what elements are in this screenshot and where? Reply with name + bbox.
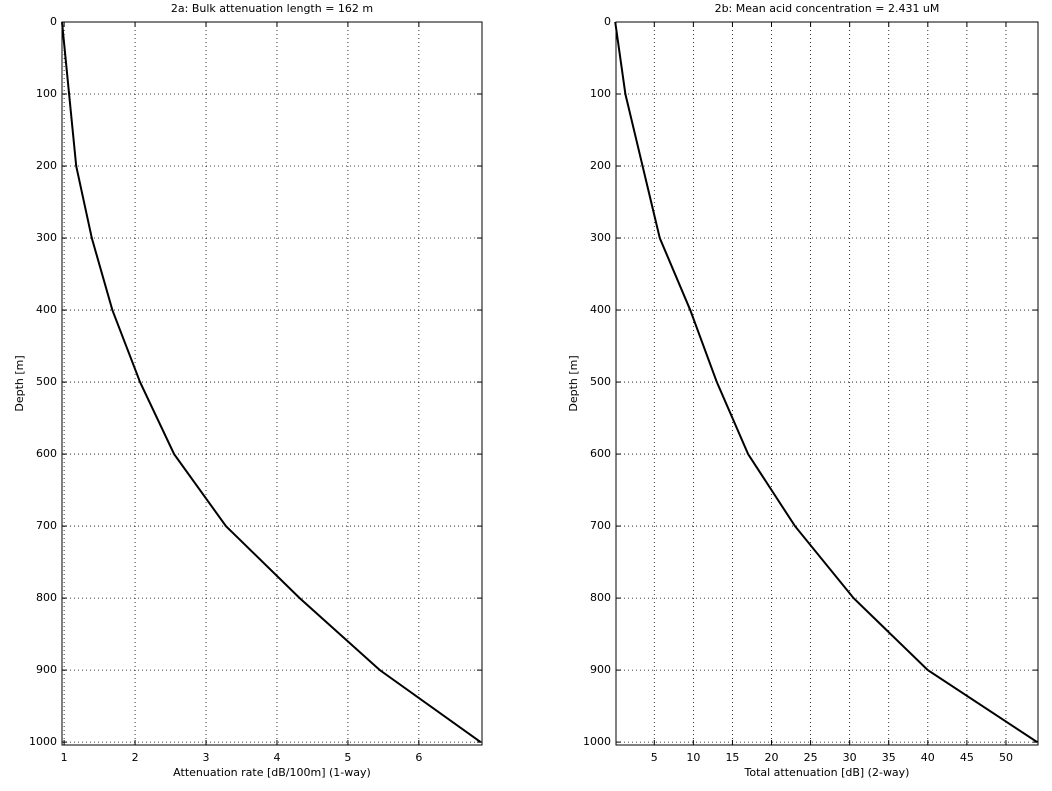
x-tick-label: 6 bbox=[415, 751, 422, 764]
y-tick-label: 600 bbox=[36, 447, 57, 460]
y-tick-label: 300 bbox=[590, 231, 611, 244]
axes-frame bbox=[615, 21, 1039, 746]
chart-title: 2a: Bulk attenuation length = 162 m bbox=[171, 2, 373, 15]
x-tick-label: 20 bbox=[765, 751, 779, 764]
x-tick-label: 35 bbox=[882, 751, 896, 764]
y-tick-label: 500 bbox=[590, 375, 611, 388]
y-tick-label: 800 bbox=[590, 591, 611, 604]
x-tick-label: 40 bbox=[921, 751, 935, 764]
plot-area bbox=[62, 22, 482, 745]
x-tick-label: 50 bbox=[999, 751, 1013, 764]
x-tick-label: 2 bbox=[132, 751, 139, 764]
y-tick-label: 1000 bbox=[29, 735, 57, 748]
x-tick-label: 10 bbox=[686, 751, 700, 764]
y-tick-label: 400 bbox=[590, 303, 611, 316]
y-tick-label: 100 bbox=[36, 87, 57, 100]
y-axis-label: Depth [m] bbox=[567, 355, 580, 411]
y-tick-label: 900 bbox=[590, 663, 611, 676]
y-axis-label: Depth [m] bbox=[13, 355, 26, 411]
y-tick-label: 1000 bbox=[583, 735, 611, 748]
x-tick-label: 45 bbox=[960, 751, 974, 764]
y-tick-label: 0 bbox=[50, 15, 57, 28]
data-line bbox=[614, 21, 1038, 743]
y-tick-label: 700 bbox=[590, 519, 611, 532]
y-tick-label: 900 bbox=[36, 663, 57, 676]
y-tick-label: 300 bbox=[36, 231, 57, 244]
chart-title: 2b: Mean acid concentration = 2.431 uM bbox=[715, 2, 940, 15]
x-axis-label: Total attenuation [dB] (2-way) bbox=[744, 766, 910, 779]
y-tick-label: 600 bbox=[590, 447, 611, 460]
y-tick-label: 700 bbox=[36, 519, 57, 532]
y-tick-label: 100 bbox=[590, 87, 611, 100]
x-tick-label: 25 bbox=[804, 751, 818, 764]
x-axis-label: Attenuation rate [dB/100m] (1-way) bbox=[173, 766, 371, 779]
x-tick-label: 5 bbox=[344, 751, 351, 764]
y-tick-label: 800 bbox=[36, 591, 57, 604]
y-tick-label: 0 bbox=[604, 15, 611, 28]
x-tick-label: 15 bbox=[725, 751, 739, 764]
x-tick-label: 1 bbox=[61, 751, 68, 764]
y-tick-label: 200 bbox=[590, 159, 611, 172]
x-tick-label: 5 bbox=[651, 751, 658, 764]
x-tick-label: 4 bbox=[273, 751, 280, 764]
plot-area bbox=[616, 22, 1038, 745]
data-line bbox=[61, 21, 482, 743]
y-tick-label: 500 bbox=[36, 375, 57, 388]
y-tick-label: 200 bbox=[36, 159, 57, 172]
y-tick-label: 400 bbox=[36, 303, 57, 316]
x-tick-label: 30 bbox=[843, 751, 857, 764]
x-tick-label: 3 bbox=[203, 751, 210, 764]
axes-frame bbox=[61, 21, 483, 746]
